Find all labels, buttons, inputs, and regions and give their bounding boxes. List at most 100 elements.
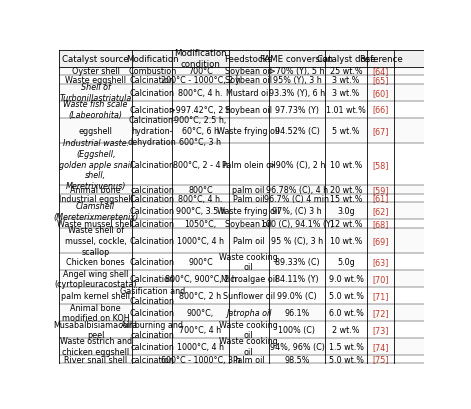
Text: Calcination: Calcination — [130, 220, 175, 228]
Text: >997.42°C, 2 h: >997.42°C, 2 h — [170, 106, 231, 114]
Text: [66]: [66] — [373, 106, 389, 114]
Text: 96.78% (C), 4 h: 96.78% (C), 4 h — [266, 186, 328, 195]
Text: Calcination-
hydration-
dehydration: Calcination- hydration- dehydration — [128, 116, 177, 146]
Text: Combustion: Combustion — [128, 67, 176, 76]
Text: 1000°C, 4 h: 1000°C, 4 h — [177, 236, 224, 245]
Text: Calcination: Calcination — [130, 194, 175, 203]
Bar — [59, 51, 423, 67]
Text: palm kernel shell: palm kernel shell — [61, 291, 130, 300]
Text: Waste cooking
oil: Waste cooking oil — [219, 252, 278, 272]
Text: [62]: [62] — [373, 207, 389, 216]
Text: [58]: [58] — [373, 160, 389, 169]
Text: 94%, 96% (C): 94%, 96% (C) — [269, 342, 325, 351]
Text: Calcination: Calcination — [130, 258, 175, 266]
Text: Air burning and
calcination: Air burning and calcination — [121, 320, 183, 339]
Text: [59]: [59] — [373, 186, 389, 195]
Text: Waste cooking
oil: Waste cooking oil — [219, 320, 278, 339]
Text: 96.1%: 96.1% — [284, 308, 309, 317]
Text: [65]: [65] — [373, 76, 389, 85]
Text: 10 wt.%: 10 wt.% — [330, 160, 362, 169]
Text: Angel wing shell
(cyrtopleuracostata): Angel wing shell (cyrtopleuracostata) — [55, 269, 137, 289]
Text: 800°C, 2 - 4 h: 800°C, 2 - 4 h — [173, 160, 228, 169]
Text: 1.01 wt.%: 1.01 wt.% — [326, 106, 366, 114]
Text: 1050°C,: 1050°C, — [184, 220, 217, 228]
Bar — [59, 67, 423, 76]
Text: [64]: [64] — [373, 67, 389, 76]
Text: 800°C, 4 h.: 800°C, 4 h. — [178, 88, 223, 97]
Text: Waste eggshell: Waste eggshell — [65, 76, 126, 85]
Bar — [59, 321, 423, 338]
Text: FAME conversion: FAME conversion — [260, 55, 333, 63]
Text: 3 wt.%: 3 wt.% — [333, 88, 360, 97]
Text: Shell of
Turbonillastriatula: Shell of Turbonillastriatula — [59, 83, 132, 103]
Text: Waste frying oil: Waste frying oil — [218, 207, 280, 216]
Bar — [59, 287, 423, 304]
Text: Catalyst dose: Catalyst dose — [317, 55, 375, 63]
Bar — [59, 144, 423, 186]
Bar — [59, 76, 423, 85]
Text: Waste shell of
mussel, cockle,
scallop: Waste shell of mussel, cockle, scallop — [65, 226, 127, 256]
Bar — [59, 304, 423, 321]
Text: 100 (C), 94.1% (Y): 100 (C), 94.1% (Y) — [260, 220, 333, 228]
Text: Soybean oil: Soybean oil — [225, 106, 272, 114]
Text: [71]: [71] — [373, 291, 389, 300]
Bar — [59, 254, 423, 270]
Text: 95 % (C), 3 h: 95 % (C), 3 h — [271, 236, 323, 245]
Text: 600°C - 1000°C, 3 h: 600°C - 1000°C, 3 h — [161, 355, 240, 364]
Text: Calcination: Calcination — [130, 308, 175, 317]
Text: 96.7% (C) 4 min: 96.7% (C) 4 min — [264, 194, 329, 203]
Text: 10 wt.%: 10 wt.% — [330, 236, 362, 245]
Text: 89.33% (C): 89.33% (C) — [275, 258, 319, 266]
Text: [72]: [72] — [373, 308, 389, 317]
Text: Soybean oil: Soybean oil — [225, 220, 272, 228]
Text: [60]: [60] — [373, 88, 389, 97]
Text: palm oil: palm oil — [233, 186, 265, 195]
Bar — [59, 270, 423, 287]
Text: 95% (Y), 3 h: 95% (Y), 3 h — [273, 76, 321, 85]
Text: Oyster shell: Oyster shell — [72, 67, 120, 76]
Text: [67]: [67] — [373, 126, 389, 135]
Text: 20 wt.%: 20 wt.% — [330, 186, 362, 195]
Text: Calcination: Calcination — [130, 76, 175, 85]
Text: 98.5%: 98.5% — [284, 355, 310, 364]
Text: Palm olein oil: Palm olein oil — [222, 160, 276, 169]
Text: >90% (C), 2 h: >90% (C), 2 h — [269, 160, 325, 169]
Text: Microalgae oil: Microalgae oil — [220, 274, 277, 283]
Bar — [59, 220, 423, 228]
Text: 700°C, 4 h: 700°C, 4 h — [179, 325, 221, 334]
Text: Chicken bones: Chicken bones — [66, 258, 125, 266]
Text: 5.0g: 5.0g — [337, 258, 355, 266]
Text: Calcination: Calcination — [130, 106, 175, 114]
Text: Catalyst source: Catalyst source — [62, 55, 129, 63]
Text: calcination: calcination — [130, 186, 174, 195]
Text: 5.0 wt.%: 5.0 wt.% — [329, 355, 364, 364]
Text: 84.11% (Y): 84.11% (Y) — [275, 274, 319, 283]
Text: 800°C, 2 h: 800°C, 2 h — [179, 291, 221, 300]
Text: 93.3% (Y), 6 h: 93.3% (Y), 6 h — [269, 88, 325, 97]
Text: Waste fish scale
(Labeorohita): Waste fish scale (Labeorohita) — [64, 100, 128, 120]
Text: 97.73% (Y): 97.73% (Y) — [275, 106, 319, 114]
Text: [69]: [69] — [373, 236, 389, 245]
Text: Calcination: Calcination — [130, 236, 175, 245]
Text: [73]: [73] — [373, 325, 389, 334]
Text: 94.52% (C): 94.52% (C) — [275, 126, 319, 135]
Text: Gasification and
Calcination: Gasification and Calcination — [120, 286, 185, 306]
Text: River snail shell: River snail shell — [64, 355, 127, 364]
Text: Calcination: Calcination — [130, 274, 175, 283]
Text: 100% (C): 100% (C) — [278, 325, 316, 334]
Text: Jatropha oil: Jatropha oil — [226, 308, 271, 317]
Bar — [59, 355, 423, 363]
Text: Mustard oil: Mustard oil — [227, 88, 271, 97]
Text: [70]: [70] — [373, 274, 389, 283]
Text: >70% (Y), 5 h: >70% (Y), 5 h — [269, 67, 325, 76]
Text: Modification: Modification — [126, 55, 179, 63]
Text: Palm oil: Palm oil — [233, 194, 265, 203]
Text: 200°C - 1000°C, 2 h: 200°C - 1000°C, 2 h — [161, 76, 240, 85]
Text: calcination: calcination — [130, 342, 174, 351]
Text: 700°C: 700°C — [188, 67, 213, 76]
Text: Industrial eggshell: Industrial eggshell — [59, 194, 133, 203]
Text: 15 wt.%: 15 wt.% — [330, 194, 362, 203]
Text: [74]: [74] — [373, 342, 389, 351]
Text: 900°C: 900°C — [188, 258, 213, 266]
Text: Calcination: Calcination — [130, 160, 175, 169]
